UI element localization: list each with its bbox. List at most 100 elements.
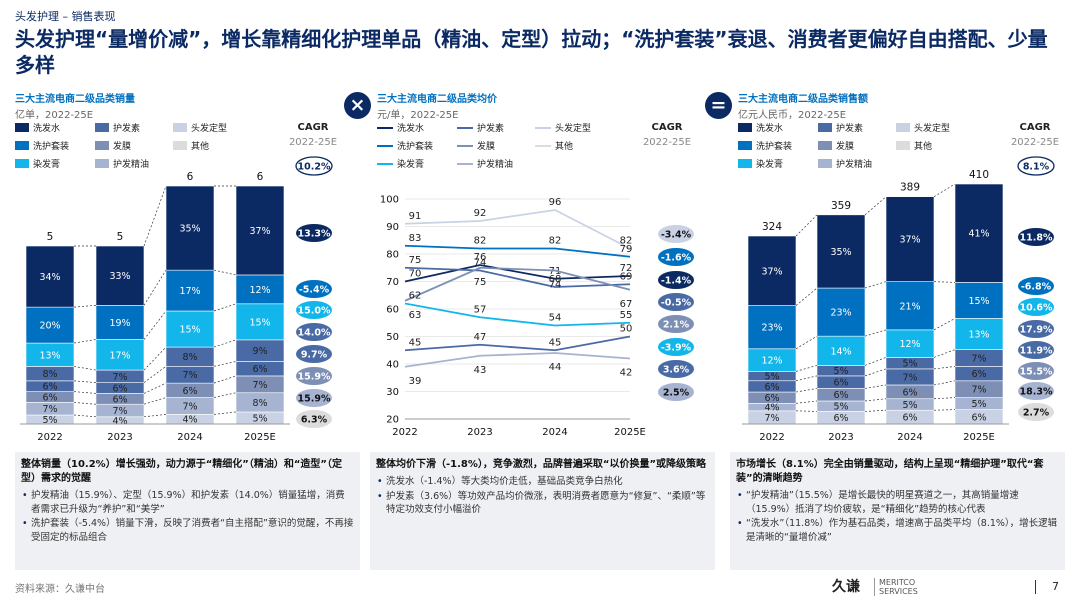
y-tick-label: 50 — [386, 332, 399, 343]
connector-line — [143, 366, 167, 383]
legend-swatch — [15, 123, 29, 132]
legend-swatch — [738, 159, 752, 168]
legend-label: 染发膏 — [33, 160, 61, 170]
bar-segment-label: 5% — [764, 372, 779, 383]
takeaway-1-head: 整体销量（10.2%）增长强劲，动力源于“精细化”（精油）和“造型”（定型）需求… — [21, 459, 342, 484]
bar-segment-label: 7% — [971, 385, 986, 396]
cagr-badge — [658, 338, 694, 356]
series-line — [404, 266, 631, 288]
connector-placeholder — [796, 0, 817, 392]
data-label: 70 — [409, 269, 422, 280]
data-label: 74 — [549, 280, 562, 291]
series-line — [404, 352, 631, 368]
bar-segment — [816, 287, 866, 337]
bar-segment-label: 17% — [179, 286, 200, 297]
bar-segment-label: 5% — [42, 415, 57, 426]
series-line — [404, 244, 631, 258]
bar-segment-label: 7% — [971, 354, 986, 365]
bar-segment-label: 7% — [182, 370, 197, 381]
cagr-value: 9.7% — [301, 350, 328, 361]
bar-segment-label: 6% — [764, 382, 779, 393]
bar-segment-label: 5% — [833, 402, 848, 413]
data-label: 68 — [549, 274, 562, 285]
cagr-sub-2: 2022-25E — [642, 137, 692, 148]
panel-3-unit: 亿元人民币，2022-25E — [738, 110, 847, 121]
x-tick-label: 2024 — [897, 432, 922, 443]
cagr-badge — [296, 280, 332, 298]
bar-total-label: 5 — [47, 231, 54, 243]
data-label: 82 — [474, 236, 487, 247]
data-label: 54 — [549, 313, 562, 324]
bar-segment-label: 6% — [42, 382, 57, 393]
legend-label: 发膜 — [113, 142, 132, 152]
data-label: 96 — [549, 197, 562, 208]
takeaway-1-bullet-2: 洗护套装（-5.4%）销量下滑，反映了消费者“自主搭配”意识的觉醒，不再接受固定… — [22, 517, 354, 544]
cagr-header-2: CAGR — [651, 122, 683, 133]
connector-line — [143, 185, 167, 247]
bar-segment-label: 15% — [249, 317, 270, 328]
bar-segment-label: 4% — [112, 416, 127, 427]
cagr-badge — [658, 271, 694, 289]
data-label: 91 — [409, 211, 422, 222]
bar-segment-label: 33% — [109, 271, 130, 282]
legend-label: 发膜 — [836, 142, 855, 152]
connector-line — [933, 183, 956, 197]
cagr-value: 3.6% — [663, 365, 690, 376]
bar-segment-label: 37% — [249, 226, 270, 237]
connector-line — [795, 375, 818, 382]
connector-line — [795, 335, 818, 350]
bar-segment-label: 7% — [252, 380, 267, 391]
data-label: 39 — [409, 376, 422, 387]
legend-label: 染发膏 — [397, 160, 425, 170]
legend-line — [457, 127, 473, 129]
bar-segment-label: 34% — [39, 272, 60, 283]
connector-line — [143, 269, 167, 306]
panel-1-title: 三大主流电商二级品类销量 — [15, 94, 135, 105]
x-tick-label: 2022 — [37, 432, 62, 443]
cagr-total-value: 10.2% — [298, 162, 331, 173]
connector-placeholder — [796, 0, 817, 411]
connector-placeholder — [934, 0, 955, 357]
panel-1-unit: 亿单，2022-25E — [15, 110, 94, 121]
bar-segment — [25, 245, 75, 308]
connector-placeholder — [934, 0, 955, 385]
cagr-badge — [1018, 403, 1054, 421]
legend-label: 洗护套装 — [33, 142, 70, 152]
cagr-badge — [1018, 298, 1054, 316]
legend-line — [457, 163, 473, 165]
connector-line — [933, 409, 956, 411]
cagr-badge — [296, 323, 332, 341]
panel-2-title: 三大主流电商二级品类均价 — [377, 94, 497, 105]
logo-en-2: SERVICES — [879, 587, 918, 596]
legend-label: 护发素 — [113, 124, 141, 134]
data-label: 43 — [474, 365, 487, 376]
bar-segment-label: 15% — [179, 325, 200, 336]
legend-label: 护发精油 — [113, 160, 150, 170]
data-label: 72 — [620, 263, 633, 274]
cagr-total-badge — [1017, 156, 1055, 176]
bar-segment-label: 6% — [833, 390, 848, 401]
legend-label: 发膜 — [477, 142, 496, 152]
bar-segment-label: 19% — [109, 318, 130, 329]
connector-placeholder — [934, 0, 955, 410]
page-title: 头发护理“量增价减”，增长靠精细化护理单品（精油、定型）拉动；“洗护套装”衰退、… — [15, 27, 1048, 77]
legend-label: 护发素 — [477, 124, 505, 134]
connector-line — [933, 318, 956, 331]
data-label: 79 — [620, 244, 633, 255]
legend-label: 头发定型 — [191, 124, 228, 134]
y-tick-label: 20 — [386, 415, 399, 426]
data-label: 55 — [620, 310, 633, 321]
cagr-value: -6.8% — [1021, 282, 1052, 293]
connector-line — [864, 384, 887, 389]
cagr-value: 11.9% — [1020, 346, 1053, 357]
bar-segment — [747, 235, 797, 306]
bar-segment — [165, 185, 215, 271]
cagr-badge — [1018, 341, 1054, 359]
connector-line — [795, 365, 818, 372]
legend-swatch — [95, 123, 109, 132]
bar-segment-label: 5% — [971, 399, 986, 410]
legend-line — [377, 163, 393, 165]
data-label: 74 — [474, 258, 487, 269]
bar-segment-label: 8% — [182, 352, 197, 363]
